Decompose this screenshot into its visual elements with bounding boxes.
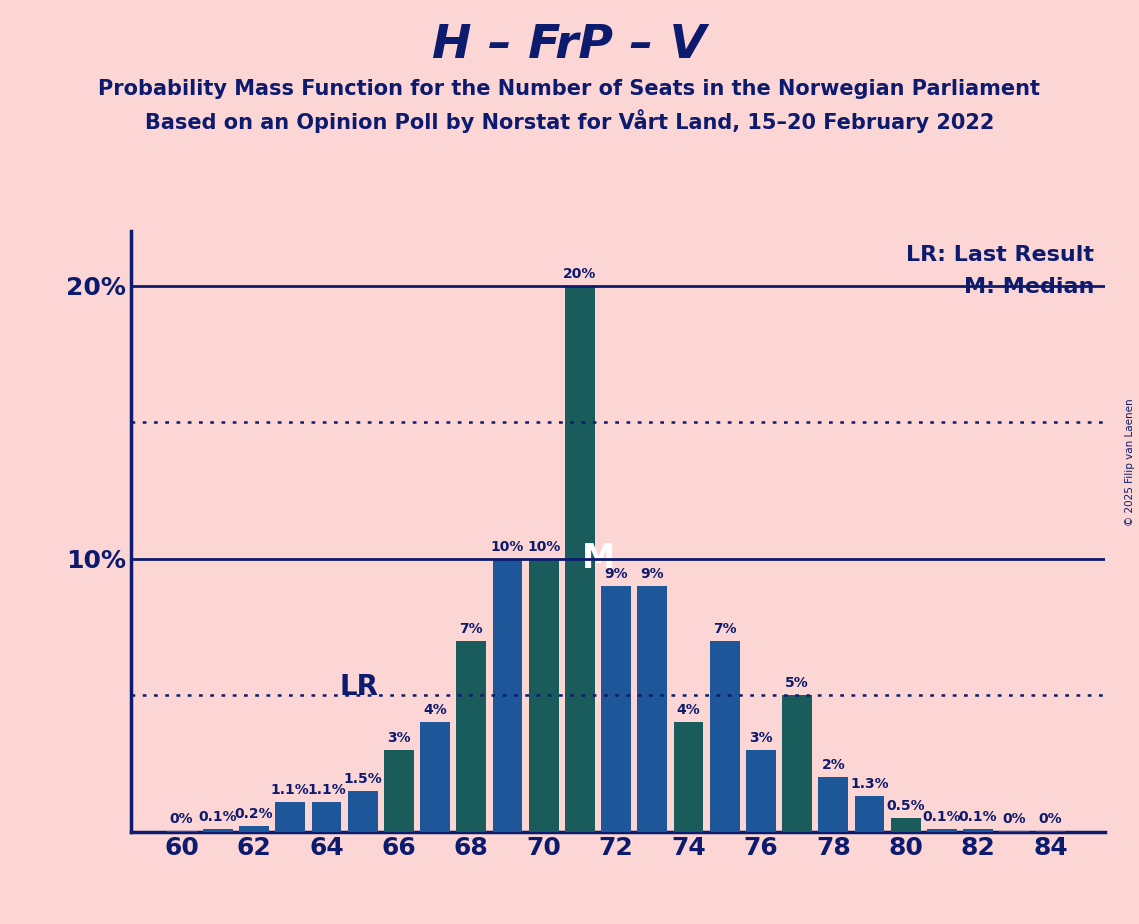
Bar bbox=[891, 818, 920, 832]
Text: M: Median: M: Median bbox=[964, 277, 1093, 298]
Text: LR: LR bbox=[339, 673, 379, 700]
Bar bbox=[239, 826, 269, 832]
Bar bbox=[528, 559, 558, 832]
Text: Probability Mass Function for the Number of Seats in the Norwegian Parliament: Probability Mass Function for the Number… bbox=[98, 79, 1041, 99]
Text: 4%: 4% bbox=[424, 703, 446, 717]
Bar bbox=[819, 777, 849, 832]
Text: 0.1%: 0.1% bbox=[923, 810, 961, 824]
Bar bbox=[638, 586, 667, 832]
Text: 20%: 20% bbox=[563, 267, 597, 281]
Text: 2%: 2% bbox=[821, 758, 845, 772]
Text: 0.2%: 0.2% bbox=[235, 808, 273, 821]
Text: 10%: 10% bbox=[527, 540, 560, 553]
Bar bbox=[457, 640, 486, 832]
Text: 1.1%: 1.1% bbox=[308, 783, 346, 796]
Text: 9%: 9% bbox=[605, 567, 628, 581]
Bar bbox=[203, 829, 232, 832]
Bar bbox=[964, 829, 993, 832]
Bar bbox=[347, 791, 377, 832]
Text: 0.1%: 0.1% bbox=[959, 810, 998, 824]
Text: 0.5%: 0.5% bbox=[886, 799, 925, 813]
Bar bbox=[854, 796, 884, 832]
Bar bbox=[493, 559, 523, 832]
Bar bbox=[710, 640, 739, 832]
Text: M: M bbox=[582, 542, 615, 575]
Bar bbox=[565, 286, 595, 832]
Bar bbox=[601, 586, 631, 832]
Text: 0%: 0% bbox=[1002, 812, 1026, 826]
Text: 1.1%: 1.1% bbox=[271, 783, 310, 796]
Text: 0.1%: 0.1% bbox=[198, 810, 237, 824]
Bar bbox=[673, 723, 704, 832]
Bar bbox=[782, 695, 812, 832]
Bar bbox=[420, 723, 450, 832]
Text: 3%: 3% bbox=[749, 731, 772, 745]
Bar bbox=[312, 801, 342, 832]
Text: 4%: 4% bbox=[677, 703, 700, 717]
Bar bbox=[384, 749, 413, 832]
Text: Based on an Opinion Poll by Norstat for Vårt Land, 15–20 February 2022: Based on an Opinion Poll by Norstat for … bbox=[145, 109, 994, 133]
Text: 7%: 7% bbox=[713, 622, 737, 636]
Text: 0%: 0% bbox=[1039, 812, 1063, 826]
Text: 7%: 7% bbox=[459, 622, 483, 636]
Text: 5%: 5% bbox=[785, 676, 809, 690]
Text: © 2025 Filip van Laenen: © 2025 Filip van Laenen bbox=[1125, 398, 1134, 526]
Text: 9%: 9% bbox=[640, 567, 664, 581]
Text: 3%: 3% bbox=[387, 731, 411, 745]
Text: H – FrP – V: H – FrP – V bbox=[433, 23, 706, 68]
Text: LR: Last Result: LR: Last Result bbox=[906, 245, 1093, 264]
Text: 1.3%: 1.3% bbox=[850, 777, 888, 791]
Bar bbox=[746, 749, 776, 832]
Bar bbox=[927, 829, 957, 832]
Text: 0%: 0% bbox=[170, 812, 194, 826]
Text: 1.5%: 1.5% bbox=[343, 772, 382, 785]
Bar bbox=[276, 801, 305, 832]
Text: 10%: 10% bbox=[491, 540, 524, 553]
